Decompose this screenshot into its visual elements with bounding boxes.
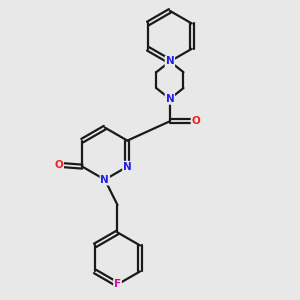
Text: O: O [191, 116, 200, 126]
Text: N: N [100, 175, 109, 184]
Text: F: F [114, 280, 121, 290]
Text: N: N [166, 56, 174, 66]
Text: N: N [123, 162, 132, 172]
Text: O: O [54, 160, 63, 170]
Text: N: N [166, 94, 174, 104]
